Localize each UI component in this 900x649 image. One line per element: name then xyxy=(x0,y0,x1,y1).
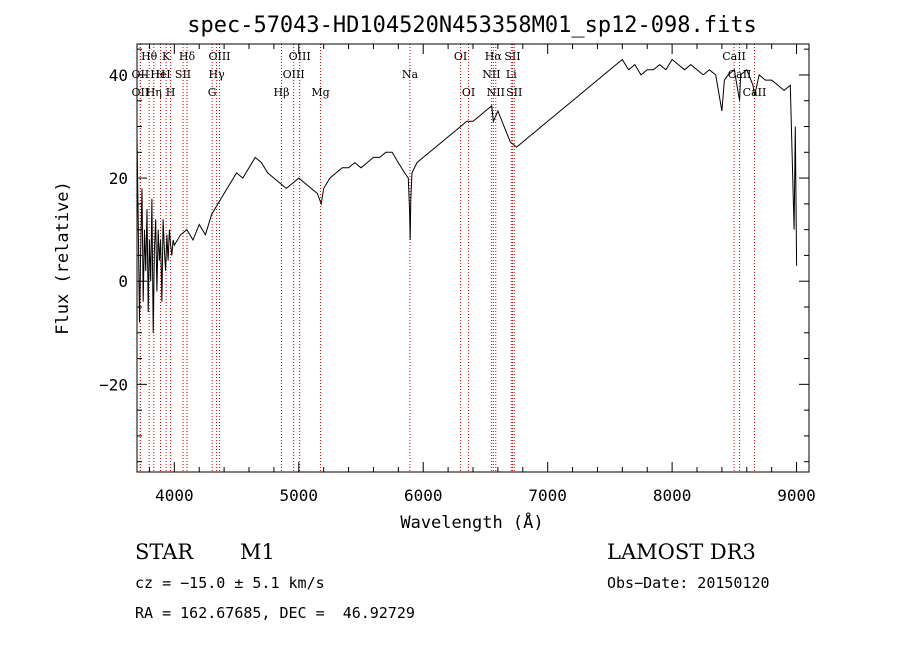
spectral-line-label-1: K xyxy=(162,50,171,63)
x-axis-label: Wavelength (Å) xyxy=(400,511,543,533)
spectral-line-label-24: Mg xyxy=(311,86,329,99)
x-tick-label-1: 5000 xyxy=(280,486,319,505)
spectral-line-label-11: HeI xyxy=(150,68,170,81)
x-tick-label-0: 4000 xyxy=(155,486,194,505)
spectral-line-label-20: Hη xyxy=(146,86,162,99)
spectral-line-label-10: H xyxy=(156,68,166,81)
axis-ticks-group: 4000 5000 6000 7000 8000 9000 −20 0 20 40 xyxy=(99,44,816,505)
spectral-line-label-7: SII xyxy=(504,50,520,63)
spectral-line-label-18: CaII xyxy=(728,68,752,81)
survey-name: LAMOST DR3 xyxy=(607,540,756,564)
spectral-line-label-13: Hγ xyxy=(209,68,226,81)
redshift-cz: cz = −15.0 ± 5.1 km/s xyxy=(135,574,325,592)
plot-frame xyxy=(136,43,810,473)
spectral-line-label-16: NII xyxy=(482,68,500,81)
spectral-line-label-15: Na xyxy=(402,68,419,81)
spectral-line-label-6: Hα xyxy=(485,50,503,63)
spectral-line-label-22: G xyxy=(208,86,217,99)
observation-date: Obs−Date: 20150120 xyxy=(607,574,770,592)
y-tick-label-2: 20 xyxy=(109,169,128,188)
chart-title: spec-57043-HD104520N453358M01_sp12-098.f… xyxy=(187,13,757,38)
spectral-line-label-4: OIII xyxy=(289,50,311,63)
spectral-line-label-26: NII xyxy=(487,86,505,99)
y-tick-label-3: 40 xyxy=(109,66,128,85)
y-tick-label-1: 0 xyxy=(118,272,128,291)
y-tick-label-0: −20 xyxy=(99,375,128,394)
object-subclass: M1 xyxy=(240,540,275,564)
spectral-line-label-2: Hδ xyxy=(179,50,196,63)
y-axis-label: Flux (relative) xyxy=(53,181,73,335)
spectral-lines-group xyxy=(139,44,755,472)
spectral-line-label-12: SII xyxy=(175,68,191,81)
spectral-line-label-21: H xyxy=(166,86,176,99)
spectral-line-label-3: OIII xyxy=(208,50,230,63)
spectral-line-label-0: Hθ xyxy=(141,50,158,63)
spectral-line-label-8: CaII xyxy=(722,50,746,63)
spectral-line-label-27: SII xyxy=(506,86,522,99)
spectral-line-label-25: OI xyxy=(462,86,475,99)
x-tick-label-2: 6000 xyxy=(404,486,443,505)
x-tick-label-4: 8000 xyxy=(653,486,692,505)
spectral-line-label-14: OIII xyxy=(283,68,305,81)
ra-dec-coordinates: RA = 162.67685, DEC = 46.92729 xyxy=(135,604,415,622)
spectral-line-label-23: Hβ xyxy=(274,86,290,99)
spectral-line-label-5: OI xyxy=(454,50,467,63)
spectral-line-label-17: Li xyxy=(506,68,517,81)
x-tick-label-3: 7000 xyxy=(528,486,567,505)
object-class: STAR xyxy=(135,540,194,564)
spectral-line-label-19: OII xyxy=(132,86,150,99)
spectrum-line xyxy=(136,58,798,333)
x-tick-label-5: 9000 xyxy=(777,486,816,505)
